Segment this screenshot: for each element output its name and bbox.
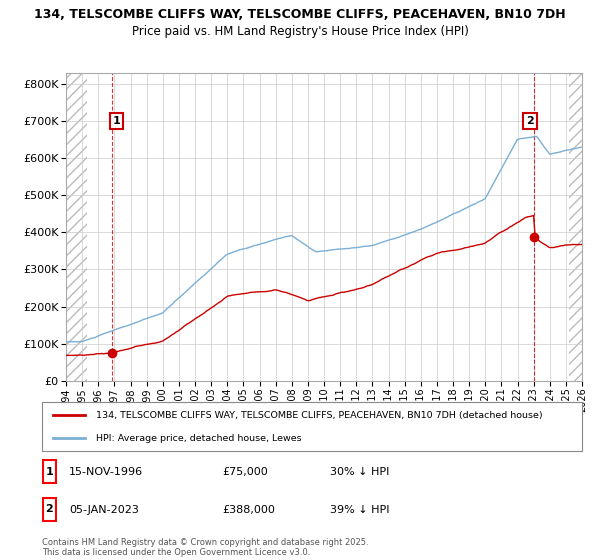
Text: 15-NOV-1996: 15-NOV-1996 xyxy=(69,467,143,477)
Text: 1: 1 xyxy=(112,116,120,126)
Text: 05-JAN-2023: 05-JAN-2023 xyxy=(69,505,139,515)
Text: £388,000: £388,000 xyxy=(222,505,275,515)
Bar xyxy=(66,73,87,381)
Text: 2: 2 xyxy=(526,116,534,126)
Text: 2: 2 xyxy=(46,505,53,514)
Text: Price paid vs. HM Land Registry's House Price Index (HPI): Price paid vs. HM Land Registry's House … xyxy=(131,25,469,38)
Bar xyxy=(569,73,582,381)
Text: £75,000: £75,000 xyxy=(222,467,268,477)
FancyBboxPatch shape xyxy=(43,498,56,521)
Text: Contains HM Land Registry data © Crown copyright and database right 2025.
This d: Contains HM Land Registry data © Crown c… xyxy=(42,538,368,557)
Bar xyxy=(569,73,582,381)
Text: 30% ↓ HPI: 30% ↓ HPI xyxy=(330,467,389,477)
Text: 39% ↓ HPI: 39% ↓ HPI xyxy=(330,505,389,515)
Bar xyxy=(66,73,87,381)
Text: 134, TELSCOMBE CLIFFS WAY, TELSCOMBE CLIFFS, PEACEHAVEN, BN10 7DH: 134, TELSCOMBE CLIFFS WAY, TELSCOMBE CLI… xyxy=(34,8,566,21)
Text: HPI: Average price, detached house, Lewes: HPI: Average price, detached house, Lewe… xyxy=(96,434,302,443)
FancyBboxPatch shape xyxy=(43,460,56,483)
FancyBboxPatch shape xyxy=(42,402,582,451)
Text: 134, TELSCOMBE CLIFFS WAY, TELSCOMBE CLIFFS, PEACEHAVEN, BN10 7DH (detached hous: 134, TELSCOMBE CLIFFS WAY, TELSCOMBE CLI… xyxy=(96,411,542,420)
Text: 1: 1 xyxy=(46,467,53,477)
